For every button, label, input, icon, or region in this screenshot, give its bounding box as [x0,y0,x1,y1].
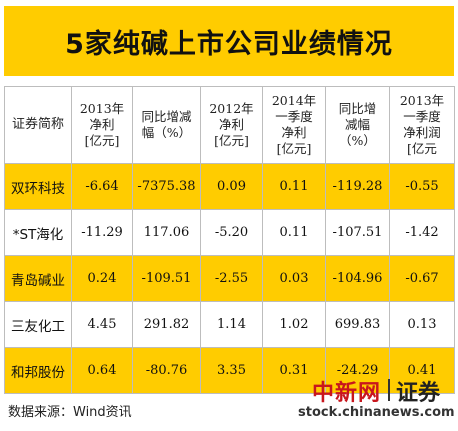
cell-value: -1.42 [389,209,455,256]
cell-company-name: *ST海化 [4,209,72,256]
cell-value: -109.51 [132,255,201,302]
table-row: 三友化工 4.45 291.82 1.14 1.02 699.83 0.13 [4,301,455,348]
cell-value: 0.31 [262,347,326,394]
cell-value: 0.24 [71,255,133,302]
logo-section-text: 证券 [396,381,441,406]
page-title: 5家纯碱上市公司业绩情况 [4,6,454,76]
cell-value: -11.29 [71,209,133,256]
cell-value: 291.82 [132,301,201,348]
cell-company-name: 青岛碱业 [4,255,72,302]
cell-value: 0.03 [262,255,326,302]
cell-value: 1.14 [200,301,263,348]
performance-table: 证券简称 2013年 净利 [亿元] 同比增减 幅（%） 2012年 净利 [亿… [4,86,455,394]
cell-value: 3.35 [200,347,263,394]
logo-divider [388,379,390,401]
cell-value: -2.55 [200,255,263,302]
cell-value: -104.96 [325,255,390,302]
cell-company-name: 双环科技 [4,163,72,210]
cell-value: -107.51 [325,209,390,256]
cell-value: -24.29 [325,347,390,394]
header-cell-security-name: 证券简称 [4,86,72,164]
header-cell-2014q1-net-profit: 2014年 一季度 净利 [亿元] [262,86,326,164]
table-row: 青岛碱业 0.24 -109.51 -2.55 0.03 -104.96 -0.… [4,255,455,302]
cell-value: 0.64 [71,347,133,394]
header-cell-q1-yoy-change: 同比增 减幅 （%） [325,86,390,164]
table-row: 和邦股份 0.64 -80.76 3.35 0.31 -24.29 0.41 [4,347,455,394]
header-cell-yoy-change: 同比增减 幅（%） [132,86,201,164]
cell-value: -6.64 [71,163,133,210]
cell-value: 0.09 [200,163,263,210]
data-source-note: 数据来源：Wind资讯 [8,405,132,420]
table-row: 双环科技 -6.64 -7375.38 0.09 0.11 -119.28 -0… [4,163,455,210]
cell-value: -7375.38 [132,163,201,210]
header-cell-2012-net-profit: 2012年 净利 [亿元] [200,86,263,164]
logo-brand-text: 中新网 [312,380,382,406]
header-cell-2013q1-net-profit: 2013年 一季度 净利润 [亿元 [389,86,455,164]
cell-value: -0.55 [389,163,455,210]
table-header-row: 证券简称 2013年 净利 [亿元] 同比增减 幅（%） 2012年 净利 [亿… [4,86,455,164]
cell-value: -0.67 [389,255,455,302]
cell-value: 0.41 [389,347,455,394]
cell-company-name: 三友化工 [4,301,72,348]
cell-value: 1.02 [262,301,326,348]
cell-value: -80.76 [132,347,201,394]
cell-value: 0.11 [262,209,326,256]
cell-value: 699.83 [325,301,390,348]
header-cell-2013-net-profit: 2013年 净利 [亿元] [71,86,133,164]
cell-value: -119.28 [325,163,390,210]
cell-value: 4.45 [71,301,133,348]
table-row: *ST海化 -11.29 117.06 -5.20 0.11 -107.51 -… [4,209,455,256]
logo-url-text: stock.chinanews.com [298,405,455,420]
cell-value: 0.11 [262,163,326,210]
cell-value: -5.20 [200,209,263,256]
cell-value: 0.13 [389,301,455,348]
cell-value: 117.06 [132,209,201,256]
cell-company-name: 和邦股份 [4,347,72,394]
chinanews-watermark-logo: 中新网 证券 stock.chinanews.com [298,375,455,427]
